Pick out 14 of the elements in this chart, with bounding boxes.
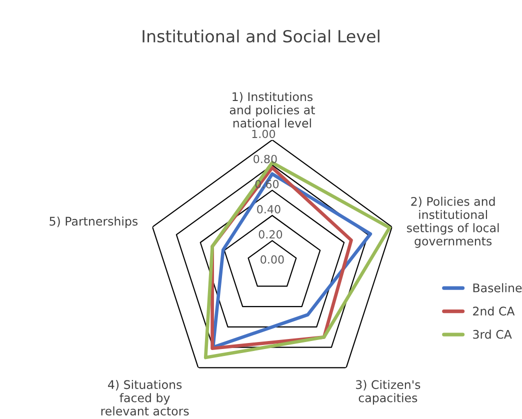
spoke-label: 5) Partnerships xyxy=(50,216,138,228)
y-tick-label: 0.40 xyxy=(257,205,280,214)
spoke-label: 3) Citizen's capacities xyxy=(356,380,420,405)
y-tick-label: 0.20 xyxy=(258,230,282,239)
legend-label: 3rd CA xyxy=(473,330,512,339)
legend-label: 2nd CA xyxy=(473,306,515,316)
spoke-label: 1) Institutions and policies at national level xyxy=(230,92,315,128)
spoke-label: 2) Policies and institutional settings of local governments xyxy=(406,196,499,248)
y-tick-label: 0.00 xyxy=(260,255,284,264)
spoke-label: 4) Situations faced by relevant actors xyxy=(101,380,189,416)
legend-label: Baseline xyxy=(473,283,522,292)
y-tick-label: 0.80 xyxy=(254,154,277,164)
y-tick-label: 1.00 xyxy=(252,130,276,138)
chart-title: Institutional and Social Level xyxy=(142,30,380,43)
